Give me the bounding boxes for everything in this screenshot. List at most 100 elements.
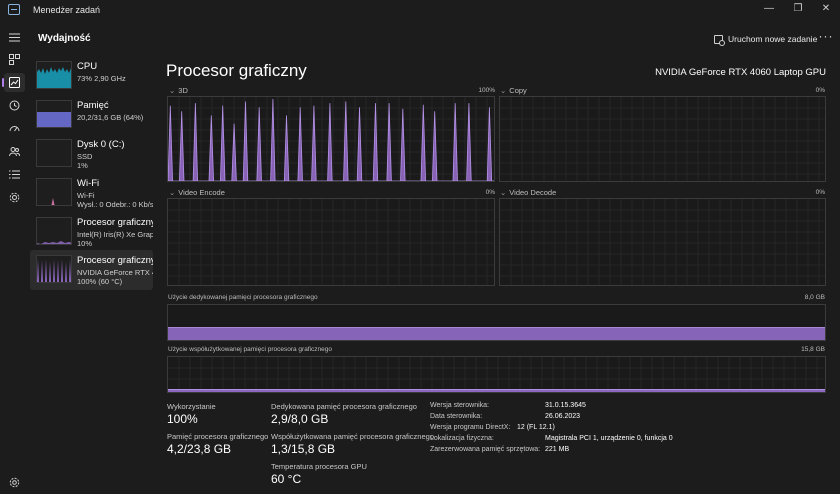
details-icon <box>9 170 20 179</box>
dedicated-memory-max: 8,0 GB <box>804 294 825 301</box>
disk-thumbnail <box>36 139 72 167</box>
driver-version-value: 31.0.15.3645 <box>545 402 586 409</box>
cpu-thumbnail <box>36 61 72 89</box>
nav-performance-button[interactable] <box>2 73 25 92</box>
device-item-gpu-1[interactable]: Procesor graficzny 1 NVIDIA GeForce RTX … <box>30 250 153 290</box>
directx-version-key: Wersja programu DirectX: <box>430 424 511 431</box>
title-bar: Menedżer zadań — ❐ ✕ <box>0 0 840 20</box>
nav-startup-apps-button[interactable] <box>4 119 25 138</box>
settings-icon <box>9 477 20 488</box>
device-detail: Wi-Fi <box>77 191 95 200</box>
engine-selector-3d[interactable]: ⌄ 3D <box>169 86 188 95</box>
engine-selector-video-encode[interactable]: ⌄ Video Encode <box>169 188 225 197</box>
app-title: Menedżer zadań <box>33 5 101 15</box>
graph-video-encode-grid <box>168 199 494 285</box>
driver-version-key: Wersja sterownika: <box>430 402 490 409</box>
nav-details-button[interactable] <box>4 165 25 184</box>
shared-memory-fill <box>168 389 825 392</box>
device-item-memory[interactable]: Pamięć 20,2/31,6 GB (64%) <box>30 95 153 135</box>
gpu1-sparkline <box>37 259 71 282</box>
cpu-sparkline <box>37 67 71 88</box>
engine-selector-copy[interactable]: ⌄ Copy <box>500 86 527 95</box>
chevron-down-icon: ⌄ <box>500 188 507 197</box>
device-name: Procesor graficzny 1 <box>77 255 153 266</box>
page-heading: Wydajność <box>38 33 91 44</box>
chevron-down-icon: ⌄ <box>500 86 507 95</box>
reserved-memory-key: Zarezerwowana pamięć sprzętowa: <box>430 446 541 453</box>
maximize-button[interactable]: ❐ <box>793 3 803 14</box>
nav-users-button[interactable] <box>4 142 25 161</box>
chevron-down-icon: ⌄ <box>169 86 176 95</box>
directx-version-value: 12 (FL 12.1) <box>517 424 555 431</box>
nav-services-button[interactable] <box>4 188 25 207</box>
utilization-value: 100% <box>167 412 198 426</box>
device-detail: Intel(R) Iris(R) Xe Graphics <box>77 230 153 239</box>
minimize-button[interactable]: — <box>764 3 774 14</box>
engine-max-video-encode: 0% <box>485 189 495 196</box>
gpu0-sparkline <box>37 241 71 244</box>
users-icon <box>9 147 20 157</box>
app-history-icon <box>9 100 20 111</box>
dedicated-label: Dedykowana pamięć procesora graficznego <box>271 402 417 411</box>
graph-copy <box>499 96 826 182</box>
shared-memory-max: 15,8 GB <box>801 346 825 353</box>
device-usage: 100% (60 °C) <box>77 277 123 286</box>
physical-location-value: Magistrala PCI 1, urządzenie 0, funkcja … <box>545 435 673 442</box>
graph-video-decode <box>499 198 826 286</box>
run-new-task-button[interactable]: Uruchom nowe zadanie <box>714 31 817 47</box>
nav-settings-button[interactable] <box>4 473 25 492</box>
engine-label: Copy <box>509 86 527 95</box>
chevron-down-icon: ⌄ <box>169 188 176 197</box>
command-bar: Wydajność Uruchom nowe zadanie ··· <box>30 20 840 54</box>
nav-menu-button[interactable] <box>4 28 25 47</box>
device-detail: 20,2/31,6 GB (64%) <box>77 113 144 122</box>
gpu-model: NVIDIA GeForce RTX 4060 Laptop GPU <box>655 67 826 78</box>
close-button[interactable]: ✕ <box>821 3 831 14</box>
device-name: Procesor graficzny 0 <box>77 217 153 228</box>
dedicated-memory-fill <box>168 327 825 340</box>
nav-processes-button[interactable] <box>4 50 25 69</box>
run-new-task-label: Uruchom nowe zadanie <box>728 34 818 44</box>
memory-thumbnail <box>36 100 72 128</box>
engine-max-copy: 0% <box>815 87 825 94</box>
device-item-gpu-0[interactable]: Procesor graficzny 0 Intel(R) Iris(R) Xe… <box>30 212 153 252</box>
gpu1-thumbnail <box>36 255 72 283</box>
device-name: Dysk 0 (C:) <box>77 139 125 150</box>
device-detail: NVIDIA GeForce RTX 4060 Laptop GPU <box>77 268 153 277</box>
wifi-thumbnail <box>36 178 72 206</box>
device-item-wifi[interactable]: Wi-Fi Wi-Fi Wysł.: 0 Odebr.: 0 Kb/s <box>30 173 153 213</box>
device-name: CPU <box>77 61 98 72</box>
utilization-area <box>168 98 494 181</box>
performance-icon <box>9 77 20 88</box>
device-item-cpu[interactable]: CPU 73% 2,90 GHz <box>30 56 153 96</box>
gpu-title: Procesor graficzny <box>166 61 307 80</box>
more-options-button[interactable]: ··· <box>818 29 834 43</box>
gpu-performance-panel: Procesor graficzny NVIDIA GeForce RTX 40… <box>153 54 840 494</box>
shared-value: 1,3/15,8 GB <box>271 442 336 456</box>
temperature-value: 60 °C <box>271 472 302 486</box>
graph-video-encode <box>167 198 495 286</box>
graph-copy-grid <box>500 97 825 181</box>
run-task-icon <box>714 34 725 46</box>
shared-memory-graph <box>167 356 826 393</box>
device-usage: 10% <box>77 239 93 248</box>
nav-app-history-button[interactable] <box>4 96 25 115</box>
shared-label: Współużytkowana pamięć procesora graficz… <box>271 432 434 441</box>
dedicated-memory-label: Użycie dedykowanej pamięci procesora gra… <box>168 294 318 301</box>
device-detail: 73% 2,90 GHz <box>77 74 126 83</box>
engine-selector-video-decode[interactable]: ⌄ Video Decode <box>500 188 556 197</box>
engine-label: 3D <box>178 86 188 95</box>
device-list: CPU 73% 2,90 GHz Pamięć 20,2/31,6 GB (64… <box>30 54 153 494</box>
device-item-disk[interactable]: Dysk 0 (C:) SSD 1% <box>30 134 153 174</box>
memory-sparkline <box>37 112 71 127</box>
graph-3d <box>167 96 495 182</box>
engine-max-3d: 100% <box>478 87 495 94</box>
navigation-rail <box>0 20 30 494</box>
engine-label: Video Encode <box>178 188 225 197</box>
gpu0-thumbnail <box>36 217 72 245</box>
shared-memory-label: Użycie współużytkowanej pamięci procesor… <box>168 346 333 353</box>
driver-date-value: 26.06.2023 <box>545 413 581 420</box>
startup-apps-icon <box>9 126 20 132</box>
wifi-sparkline <box>51 198 55 205</box>
